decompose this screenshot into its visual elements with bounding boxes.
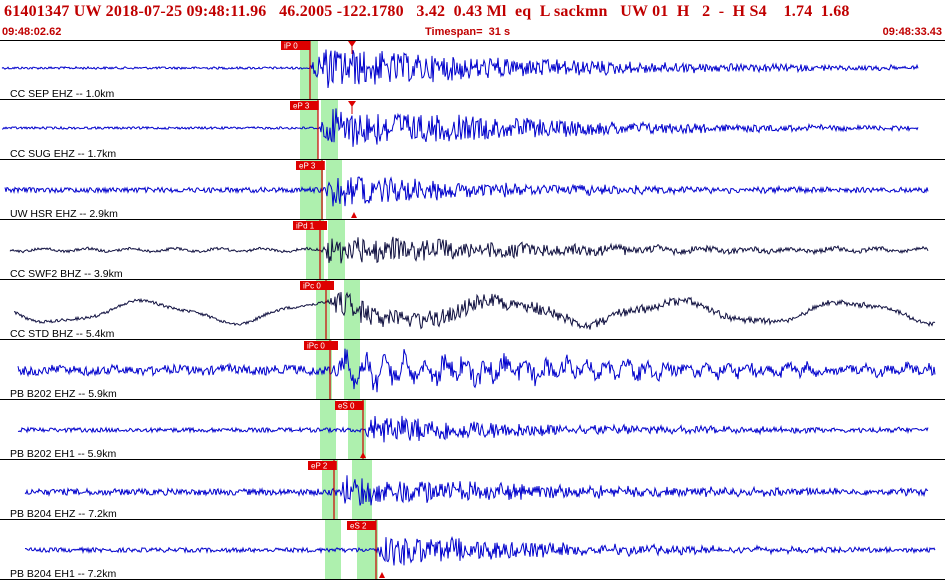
channel-label: CC STD BHZ -- 5.4km [10,328,115,340]
pick-window [326,160,342,220]
channel-label: UW HSR EHZ -- 2.9km [10,208,118,220]
end-time-label: 09:48:33.43 [882,26,942,38]
channel-panel[interactable]: iPc 0 PB B202 EHZ -- 5.9km [0,340,945,400]
pick-label: eP 3 [299,162,316,171]
channel-label: CC SWF2 BHZ -- 3.9km [10,268,123,280]
pick-window [300,160,323,220]
pick-flag-box[interactable] [335,401,364,410]
channel-label: PB B202 EHZ -- 5.9km [10,388,117,400]
pick-flag[interactable]: eP 3 [290,101,319,111]
pick-triangle-marker[interactable] [348,41,356,47]
waveform-trace [4,176,929,207]
pick-flag-box[interactable] [347,521,376,530]
pick-flag-box[interactable] [304,341,338,350]
waveform-trace [17,415,929,443]
pick-label: eP 3 [293,102,310,111]
channel-panel[interactable]: eS 0 PB B202 EH1 -- 5.9km [0,400,945,460]
channel-label: PB B202 EH1 -- 5.9km [10,448,116,460]
pick-flag-box[interactable] [281,41,310,50]
pick-flag-box[interactable] [296,161,325,170]
pick-flag-box[interactable] [293,221,327,230]
pick-label: eS 2 [350,522,367,531]
pick-flag[interactable]: iP 0 [281,41,310,51]
channel-label: CC SEP EHZ -- 1.0km [10,88,114,100]
channel-panel[interactable]: eP 3 UW HSR EHZ -- 2.9km [0,160,945,220]
pick-window [300,40,318,100]
pick-label: iPc 0 [303,282,321,291]
pick-window [300,100,318,160]
channel-panel[interactable]: iP 0 CC SEP EHZ -- 1.0km [0,40,945,100]
start-time-label: 09:48:02.62 [2,26,62,38]
waveform-trace [1,49,919,89]
pick-flag[interactable]: iPd 1 [293,221,327,231]
pick-flag[interactable]: eS 0 [335,401,364,411]
pick-triangle-marker[interactable] [348,101,356,107]
pick-label: iP 0 [284,42,298,51]
channel-panel[interactable]: eP 3 CC SUG EHZ -- 1.7km [0,100,945,160]
channel-panel[interactable]: iPc 0 CC STD BHZ -- 5.4km [0,280,945,340]
channel-label: PB B204 EHZ -- 7.2km [10,508,117,520]
pick-flag[interactable]: eP 3 [296,161,325,171]
waveform-trace [13,291,936,330]
seismogram-panel[interactable]: iP 0 CC SEP EHZ -- 1.0km eP 3 CC SUG EHZ --… [0,40,945,580]
channel-panel[interactable]: eS 2 PB B204 EH1 -- 7.2km [0,520,945,580]
channel-panel[interactable]: iPd 1 CC SWF2 BHZ -- 3.9km [0,220,945,280]
pick-label: iPc 0 [307,342,325,351]
pick-window [328,220,345,280]
waveform-trace [24,536,936,566]
timespan-label: Timespan= 31 s [425,26,511,38]
pick-triangle-marker[interactable] [351,212,357,218]
pick-flag[interactable]: iPc 0 [300,281,334,291]
pick-label: iPd 1 [296,222,315,231]
pick-flag-box[interactable] [300,281,334,290]
pick-window [344,340,360,400]
waveform-trace [24,475,929,506]
pick-flag[interactable]: eP 2 [308,461,337,471]
pick-flag[interactable]: eS 2 [347,521,376,531]
pick-flag[interactable]: iPc 0 [304,341,338,351]
pick-window [344,280,360,340]
pick-triangle-marker[interactable] [379,572,385,578]
event-summary-title: 61401347 UW 2018-07-25 09:48:11.96 46.20… [4,3,850,20]
channel-panel[interactable]: eP 2 PB B204 EHZ -- 7.2km [0,460,945,520]
pick-label: eS 0 [338,402,355,411]
channel-label: CC SUG EHZ -- 1.7km [10,148,116,160]
channel-label: PB B204 EH1 -- 7.2km [10,568,116,580]
waveform-trace [1,108,919,147]
header: 61401347 UW 2018-07-25 09:48:11.96 46.20… [0,0,945,40]
pick-flag-box[interactable] [308,461,337,470]
waveform-trace [17,348,936,393]
pick-label: eP 2 [311,462,328,471]
waveform-trace [9,236,929,264]
pick-flag-box[interactable] [290,101,319,110]
pick-window [316,340,332,400]
pick-triangle-marker[interactable] [360,452,366,458]
